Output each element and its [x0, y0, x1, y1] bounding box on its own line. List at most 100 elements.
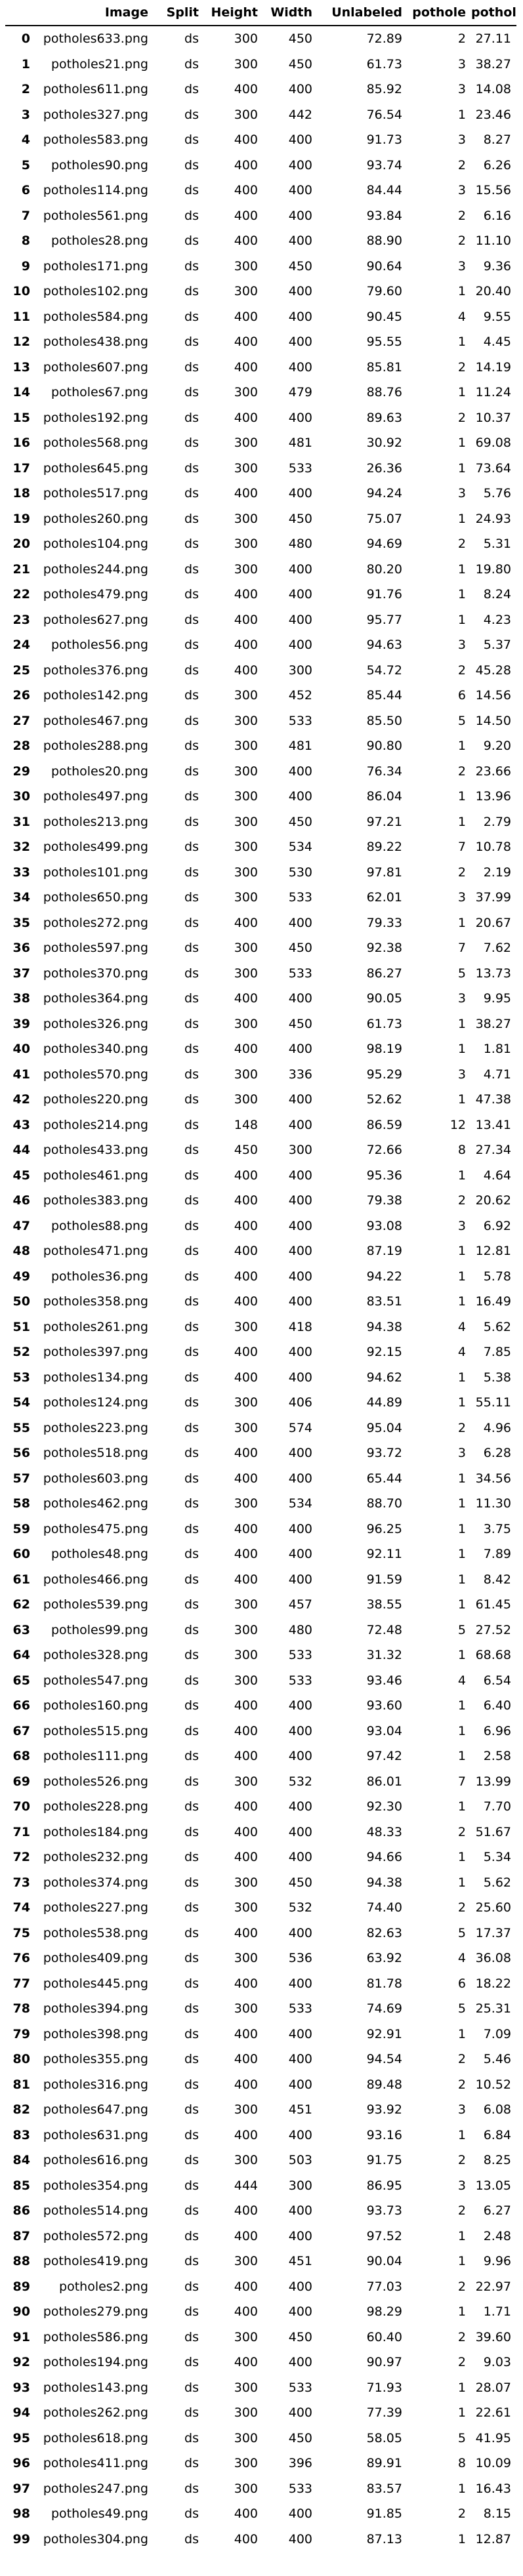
- width-cell: 400: [288, 2405, 312, 2421]
- row-index: 50: [12, 1294, 30, 1309]
- table-row: 98 potholes49.png ds 400 400 91.85 2 8.15: [5, 2501, 516, 2527]
- unlabeled-cell: 86.59: [366, 1117, 402, 1132]
- height-cell: 400: [234, 2279, 258, 2294]
- image-cell: potholes49.png: [51, 2506, 148, 2522]
- width-cell: 400: [288, 1092, 312, 1107]
- row-index: 66: [12, 1698, 30, 1713]
- unlabeled-cell: 89.63: [366, 410, 402, 425]
- table-row: 19 potholes260.png ds 300 450 75.07 1 24.93: [5, 506, 516, 532]
- width-cell: 400: [288, 1698, 312, 1713]
- pothole-count-cell: 7: [457, 1774, 466, 1789]
- image-cell: potholes36.png: [51, 1269, 148, 1284]
- unlabeled-cell: 85.50: [366, 713, 402, 728]
- split-cell: ds: [184, 713, 199, 728]
- pothole-percent-cell: 13.41: [475, 1117, 511, 1132]
- image-cell: potholes517.png: [43, 486, 148, 501]
- pothole-percent-cell: 17.37: [475, 1925, 511, 1940]
- pothole-count-cell: 2: [457, 1900, 466, 1915]
- height-cell: 300: [234, 1395, 258, 1410]
- table-row: 57 potholes603.png ds 400 400 65.44 1 34.56: [5, 1466, 516, 1492]
- image-cell: potholes394.png: [43, 2001, 148, 2016]
- table-row: 2 potholes611.png ds 400 400 85.92 3 14.08: [5, 77, 516, 102]
- split-cell: ds: [184, 1900, 199, 1915]
- image-cell: potholes111.png: [43, 1749, 148, 1764]
- pothole-percent-cell: 16.43: [475, 2481, 511, 2496]
- row-index: 96: [12, 2456, 30, 2471]
- row-index: 48: [12, 1244, 30, 1259]
- image-cell: potholes370.png: [43, 966, 148, 981]
- split-cell: ds: [184, 688, 199, 703]
- unlabeled-cell: 85.44: [366, 688, 402, 703]
- pothole-percent-cell: 8.27: [483, 133, 511, 148]
- split-cell: ds: [184, 31, 199, 47]
- height-cell: 400: [234, 335, 258, 350]
- unlabeled-cell: 71.93: [366, 2380, 402, 2395]
- image-cell: potholes56.png: [51, 638, 148, 653]
- height-cell: 400: [234, 1471, 258, 1486]
- table-row: 70 potholes228.png ds 400 400 92.30 1 7.70: [5, 1794, 516, 1820]
- height-cell: 400: [234, 410, 258, 425]
- table-row: 39 potholes326.png ds 300 450 61.73 1 38.27: [5, 1012, 516, 1037]
- unlabeled-cell: 88.90: [366, 234, 402, 249]
- width-cell: 400: [288, 2355, 312, 2370]
- pothole-count-cell: 1: [457, 511, 466, 526]
- width-cell: 400: [288, 1799, 312, 1814]
- split-cell: ds: [184, 1117, 199, 1132]
- width-cell: 400: [288, 2127, 312, 2142]
- split-cell: ds: [184, 789, 199, 804]
- image-cell: potholes538.png: [43, 1925, 148, 1940]
- pothole-percent-cell: 5.62: [483, 1875, 511, 1890]
- width-cell: 400: [288, 2026, 312, 2041]
- width-cell: 400: [288, 1269, 312, 1284]
- unlabeled-cell: 97.21: [366, 814, 402, 829]
- row-index: 69: [12, 1774, 30, 1789]
- table-row: 26 potholes142.png ds 300 452 85.44 6 14.56: [5, 683, 516, 708]
- height-cell: 300: [234, 56, 258, 72]
- height-cell: 400: [234, 612, 258, 627]
- unlabeled-cell: 94.38: [366, 1875, 402, 1890]
- split-cell: ds: [184, 2178, 199, 2193]
- unlabeled-cell: 94.66: [366, 1850, 402, 1865]
- pothole-count-cell: 1: [457, 2228, 466, 2243]
- row-index: 88: [12, 2254, 30, 2269]
- row-index: 93: [12, 2380, 30, 2395]
- width-cell: 451: [288, 2102, 312, 2117]
- dataframe-table: Image Split Height Width Unlabeled potho…: [5, 0, 516, 2552]
- table-row: 25 potholes376.png ds 400 300 54.72 2 45.28: [5, 658, 516, 684]
- image-cell: potholes20.png: [51, 764, 148, 779]
- width-cell: 400: [288, 1723, 312, 1738]
- pothole-count-cell: 4: [457, 1345, 466, 1360]
- width-cell: 406: [288, 1395, 312, 1410]
- height-cell: 300: [234, 460, 258, 476]
- height-cell: 300: [234, 713, 258, 728]
- row-index: 59: [12, 1521, 30, 1536]
- image-cell: potholes376.png: [43, 663, 148, 678]
- image-cell: potholes461.png: [43, 1168, 148, 1183]
- width-cell: 400: [288, 764, 312, 779]
- split-cell: ds: [184, 1547, 199, 1562]
- split-cell: ds: [184, 1774, 199, 1789]
- height-cell: 300: [234, 258, 258, 274]
- pothole-count-cell: 1: [457, 1698, 466, 1713]
- split-cell: ds: [184, 2380, 199, 2395]
- height-cell: 400: [234, 1824, 258, 1839]
- table-row: 22 potholes479.png ds 400 400 91.76 1 8.24: [5, 582, 516, 607]
- split-cell: ds: [184, 612, 199, 627]
- table-row: 15 potholes192.png ds 400 400 89.63 2 10.37: [5, 405, 516, 431]
- row-index: 70: [12, 1799, 30, 1814]
- table-row: 23 potholes627.png ds 400 400 95.77 1 4.23: [5, 607, 516, 633]
- table-row: 88 potholes419.png ds 300 451 90.04 1 9.96: [5, 2249, 516, 2274]
- pothole-percent-cell: 7.09: [483, 2026, 511, 2041]
- width-cell: 450: [288, 814, 312, 829]
- table-row: 16 potholes568.png ds 300 481 30.92 1 69.08: [5, 430, 516, 456]
- row-index: 91: [12, 2329, 30, 2344]
- image-cell: potholes272.png: [43, 915, 148, 930]
- pothole-percent-cell: 23.46: [475, 107, 511, 122]
- split-cell: ds: [184, 1496, 199, 1511]
- table-row: 13 potholes607.png ds 400 400 85.81 2 14.19: [5, 355, 516, 380]
- unlabeled-cell: 94.62: [366, 1370, 402, 1385]
- height-cell: 400: [234, 1799, 258, 1814]
- pothole-count-cell: 1: [457, 460, 466, 476]
- unlabeled-cell: 93.92: [366, 2102, 402, 2117]
- pothole-percent-cell: 5.62: [483, 1319, 511, 1334]
